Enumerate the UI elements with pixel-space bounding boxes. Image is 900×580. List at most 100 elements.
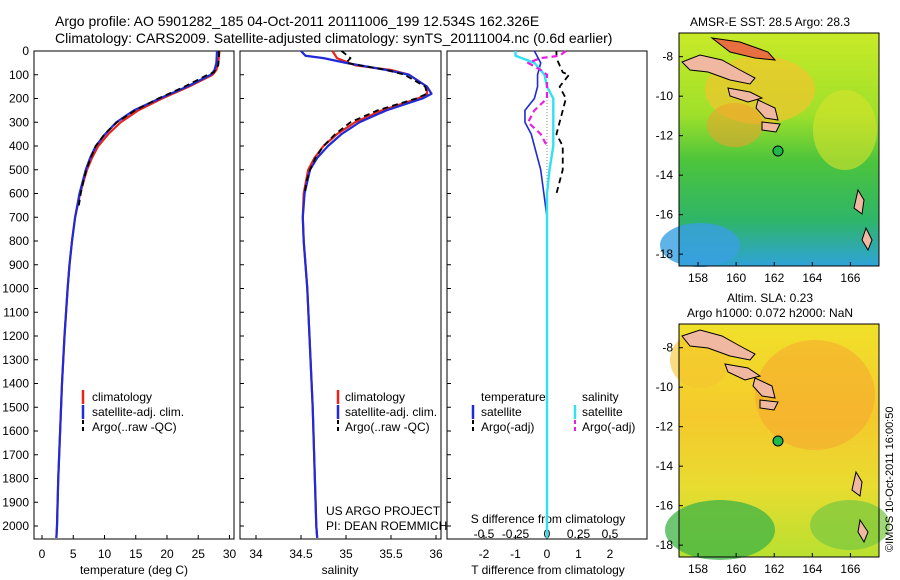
map-lon-tick-label: 162 [764,562,784,576]
depth-tick-label: 2000 [2,519,29,533]
temperature-tick-label: 25 [192,547,206,561]
t-diff-tick-label: 0 [544,547,551,561]
island-vanuatu-south [857,518,869,544]
sst-islands [681,37,873,252]
sla-argo-marker [772,435,784,447]
map-lat-tick-label: -14 [656,459,674,473]
legend-satellite: satellite-adj. clim. [345,405,437,419]
depth-tick-label: 1300 [2,353,29,367]
legend-temp-argo: Argo(-adj) [481,420,534,434]
map-lon-tick-label: 160 [726,271,746,285]
map-lat-tick-label: -10 [656,380,674,394]
sst-cool-patch [660,223,740,267]
island-malaita [752,377,776,399]
map-lat-tick-label: -18 [656,247,674,261]
salinity-tick-label: 34 [249,547,263,561]
credit-project: US ARGO PROJECT [326,504,441,518]
island-bougainville [681,54,756,85]
legend-argo: Argo(..raw -QC) [345,420,430,434]
sst-east-patch [813,90,877,170]
island-san-cristobal [761,121,781,133]
salinity-tick-label: 34.5 [289,547,313,561]
sla-low-patch [665,500,775,560]
depth-tick-label: 1200 [2,329,29,343]
temperature-x-axis: 0 5 10 15 20 25 30 [39,535,237,561]
sla-low-patch-east [810,500,890,550]
temperature-tick-label: 5 [70,547,77,561]
salinity-tick-label: 36 [429,547,443,561]
island-vanuatu [853,188,865,215]
depth-tick-label: 1600 [2,424,29,438]
depth-tick-label: 0 [22,44,29,58]
temperature-xlabel: temperature (deg C) [80,563,188,577]
island-bougainville [681,329,756,361]
map-lon-tick-label: 166 [840,271,860,285]
depth-tick-label: 1000 [2,282,29,296]
sla-islands [681,329,869,544]
depth-tick-label: 1800 [2,472,29,486]
header-line1: Argo profile: AO 5901282_185 04-Oct-2011… [55,13,539,29]
difference-lines [514,50,570,538]
sst-map-axes: -8 -10 -12 -14 -16 -18 158 160 162 164 166 [656,50,861,285]
depth-tick-label: 200 [9,92,29,106]
depth-tick-label: 1400 [2,377,29,391]
depth-tick-label: 1900 [2,495,29,509]
map-lat-tick-label: -8 [662,50,673,64]
sst-hot-patch [707,103,763,147]
island-vanuatu-south [861,226,873,252]
depth-tick-label: 700 [9,210,29,224]
t-diff-tick-label: -1 [510,547,521,561]
legend-temperature-title: temperature [481,390,546,404]
salinity-legend: climatology satellite-adj. clim. Argo(..… [336,390,437,434]
t-diff-tick-label: -2 [479,547,490,561]
depth-axis: 0 100 200 300 400 500 600 700 800 900 1000 1100 1200… [2,44,451,533]
temperature-panel-frame [33,50,235,540]
map-lon-tick-label: 160 [726,562,746,576]
t-difference-label: T difference from climatology [471,563,625,577]
legend-argo: Argo(..raw -QC) [92,420,177,434]
sla-map-axes: -8 -10 -12 -14 -16 -18 158 160 162 164 166 [656,341,861,576]
salinity-x-axis: 34 34.5 35 35.5 36 [249,535,443,561]
sla-high-patch [755,340,875,450]
sal-diff-satellite-line [514,51,555,538]
sal-diff-argo-line [526,50,567,147]
sst-map-title: AMSR-E SST: 28.5 Argo: 28.3 [690,15,850,29]
depth-tick-label: 900 [9,258,29,272]
depth-tick-label: 400 [9,139,29,153]
legend-sal-argo: Argo(-adj) [582,420,635,434]
t-diff-tick-label: 1 [575,547,582,561]
sla-map [665,323,890,560]
island-guadalcanal [727,87,764,103]
header-line2: Climatology: CARS2009. Satellite-adjuste… [55,30,612,46]
temperature-tick-label: 20 [160,547,174,561]
legend-temp-satellite: satellite [481,405,522,419]
legend-salinity-title: salinity [582,390,619,404]
temperature-satellite-line [55,50,219,538]
difference-axes: -2 -1 0 1 2-0.5 -0.25 0 0.25 0.5 [474,527,619,561]
island-choiseul [710,37,777,61]
salinity-climatology-line [301,50,429,538]
sla-map-frame [678,323,880,558]
map-lon-tick-label: 158 [688,562,708,576]
imos-watermark: ©IMOS 10-Oct-2011 16:00:50 [884,407,896,552]
sla-map-title2: Argo h1000: 0.072 h2000: NaN [687,306,853,320]
sst-map [660,32,880,267]
map-lat-tick-label: -16 [656,208,674,222]
salinity-lines [300,50,433,538]
salinity-argo-line [303,50,428,194]
map-lat-tick-label: -12 [656,129,674,143]
map-lat-tick-label: -16 [656,499,674,513]
map-lat-tick-label: -10 [656,89,674,103]
temperature-tick-label: 10 [98,547,112,561]
temperature-legend: climatology satellite-adj. clim. Argo(..… [81,390,184,434]
temp-diff-argo-line [555,51,570,194]
temperature-tick-label: 30 [223,547,237,561]
temperature-tick-label: 15 [129,547,143,561]
s-diff-tick-label: 0.5 [602,527,619,541]
temperature-climatology-line [55,50,221,538]
legend-sal-satellite: satellite [582,405,623,419]
map-lon-tick-label: 164 [802,271,822,285]
sla-map-title1: Altim. SLA: 0.23 [727,291,813,305]
map-lat-tick-label: -18 [656,538,674,552]
